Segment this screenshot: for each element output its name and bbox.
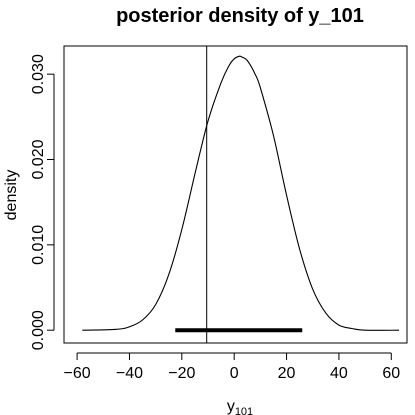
x-axis-label: y101 bbox=[227, 398, 253, 415]
chart-title: posterior density of y_101 bbox=[116, 5, 364, 27]
y-axis: 0.000 0.010 0.020 0.030 bbox=[30, 54, 55, 350]
y-tick-label: 0.000 bbox=[30, 310, 47, 350]
x-tick-label: 0 bbox=[230, 365, 239, 382]
x-tick-label: 40 bbox=[330, 365, 348, 382]
y-axis-label: density bbox=[3, 170, 20, 221]
y-tick-label: 0.020 bbox=[30, 139, 47, 179]
x-axis: −60 −40 −20 0 20 40 60 bbox=[64, 352, 400, 382]
plot-frame bbox=[63, 45, 408, 344]
y-tick-label: 0.030 bbox=[30, 54, 47, 94]
x-tick-label: 20 bbox=[278, 365, 296, 382]
x-tick-label: 60 bbox=[382, 365, 400, 382]
density-curve bbox=[82, 55, 400, 331]
x-tick-label: −20 bbox=[168, 365, 195, 382]
y-tick-label: 0.010 bbox=[30, 225, 47, 265]
x-tick-label: −60 bbox=[64, 365, 91, 382]
x-tick-label: −40 bbox=[116, 365, 143, 382]
